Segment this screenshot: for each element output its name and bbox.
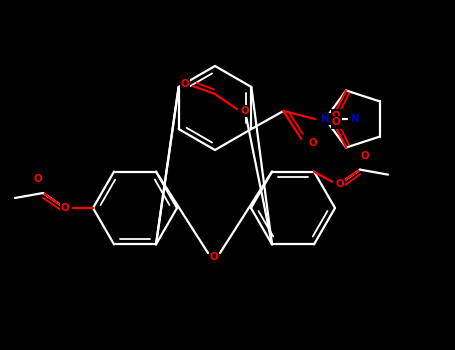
Text: N: N <box>321 114 330 124</box>
Text: O: O <box>34 174 42 184</box>
Text: O: O <box>336 178 344 189</box>
Text: N: N <box>351 114 360 124</box>
Text: O: O <box>332 118 340 127</box>
Text: O: O <box>321 114 330 124</box>
Text: O: O <box>181 79 189 89</box>
Text: O: O <box>241 106 249 116</box>
Text: O: O <box>61 203 69 213</box>
Text: O: O <box>210 252 218 262</box>
Text: O: O <box>332 111 340 120</box>
Text: O: O <box>361 150 369 161</box>
Text: O: O <box>309 138 318 148</box>
